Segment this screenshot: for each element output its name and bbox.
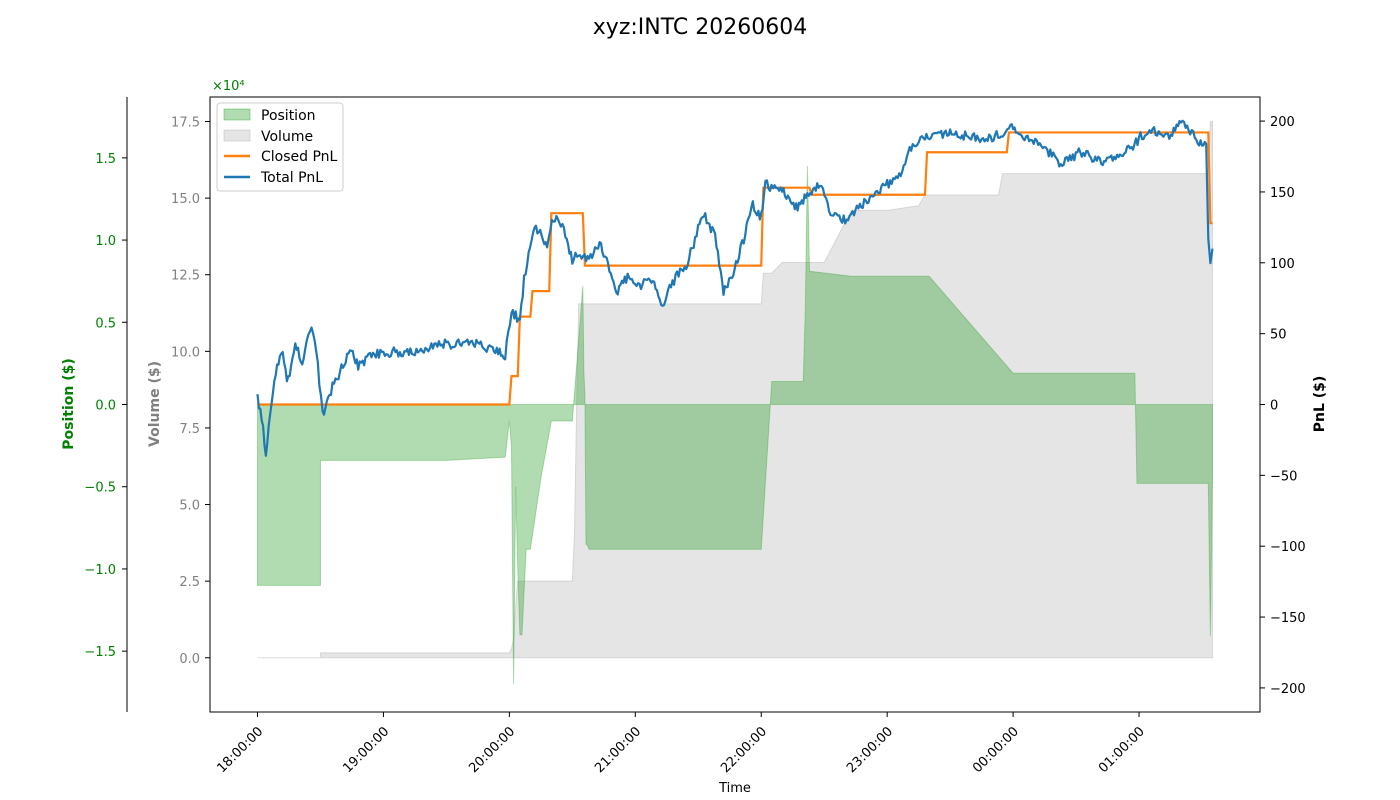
position-axis: −1.5 −1.0 −0.5 0.0 0.5 1.0 1.5 (84, 152, 127, 660)
position-tick-label: 1.5 (95, 152, 116, 167)
volume-tick-label: 5.0 (179, 499, 200, 514)
pnl-tick-label: −200 (1270, 682, 1306, 697)
volume-tick-label: 7.5 (179, 422, 200, 437)
closed-pnl-line (257, 131, 1213, 406)
position-tick-label: −1.5 (84, 645, 116, 660)
volume-tick-label: 17.5 (171, 116, 200, 131)
pnl-axis-label: PnL ($) (1312, 376, 1328, 433)
volume-tick-label: 15.0 (171, 192, 200, 207)
x-tick-label: 22:00:00 (718, 724, 770, 776)
chart-title: xyz:INTC 20260604 (593, 15, 807, 40)
x-tick-label: 18:00:00 (214, 724, 266, 776)
pnl-tick-label: 200 (1270, 115, 1295, 130)
volume-tick-label: 2.5 (179, 575, 200, 590)
x-axis-label: Time (718, 781, 751, 796)
legend-swatch-volume (223, 129, 251, 142)
x-tick-label: 20:00:00 (466, 724, 518, 776)
legend-label-position: Position (261, 108, 316, 124)
pnl-tick-label: 50 (1270, 328, 1287, 343)
position-tick-label: 0.5 (95, 316, 116, 331)
legend-label-total-pnl: Total PnL (260, 170, 323, 186)
position-tick-label: 1.0 (95, 234, 116, 249)
position-tick-label: 0.0 (95, 399, 116, 414)
volume-area (257, 121, 1213, 659)
x-tick-label: 21:00:00 (592, 724, 644, 776)
fills-layer (257, 121, 1213, 685)
pnl-tick-label: −150 (1270, 611, 1306, 626)
position-multiplier: ×10⁴ (212, 79, 245, 94)
x-tick-label: 23:00:00 (844, 724, 896, 776)
legend-swatch-position (223, 108, 251, 121)
volume-tick-label: 10.0 (171, 345, 200, 360)
volume-axis: 0.0 2.5 5.0 7.5 10.0 12.5 15.0 17.5 (171, 116, 210, 667)
pnl-axis: −200 −150 −100 −50 0 50 100 150 200 (1260, 115, 1306, 697)
total-pnl-line (256, 119, 1214, 457)
x-tick-label: 01:00:00 (1096, 724, 1148, 776)
volume-axis-label: Volume ($) (147, 361, 163, 447)
legend: Position Volume Closed PnL Total PnL (216, 102, 344, 192)
x-tick-label: 19:00:00 (340, 724, 392, 776)
position-axis-label: Position ($) (61, 358, 77, 450)
volume-tick-label: 0.0 (179, 652, 200, 667)
legend-label-closed-pnl: Closed PnL (261, 149, 338, 165)
volume-tick-label: 12.5 (171, 269, 200, 284)
pnl-tick-label: −50 (1270, 469, 1297, 484)
position-area (257, 166, 1213, 685)
pnl-tick-label: 150 (1270, 186, 1295, 201)
legend-box (216, 102, 344, 192)
position-tick-label: −0.5 (84, 481, 116, 496)
pnl-tick-label: 100 (1270, 257, 1295, 272)
lines-layer (256, 119, 1214, 457)
pnl-tick-label: −100 (1270, 540, 1306, 555)
x-tick-label: 00:00:00 (970, 724, 1022, 776)
position-tick-label: −1.0 (84, 563, 116, 578)
pnl-tick-label: 0 (1270, 399, 1278, 414)
legend-label-volume: Volume (261, 129, 313, 145)
x-axis: 18:00:00 19:00:00 20:00:00 21:00:00 22:00:00… (214, 712, 1148, 776)
